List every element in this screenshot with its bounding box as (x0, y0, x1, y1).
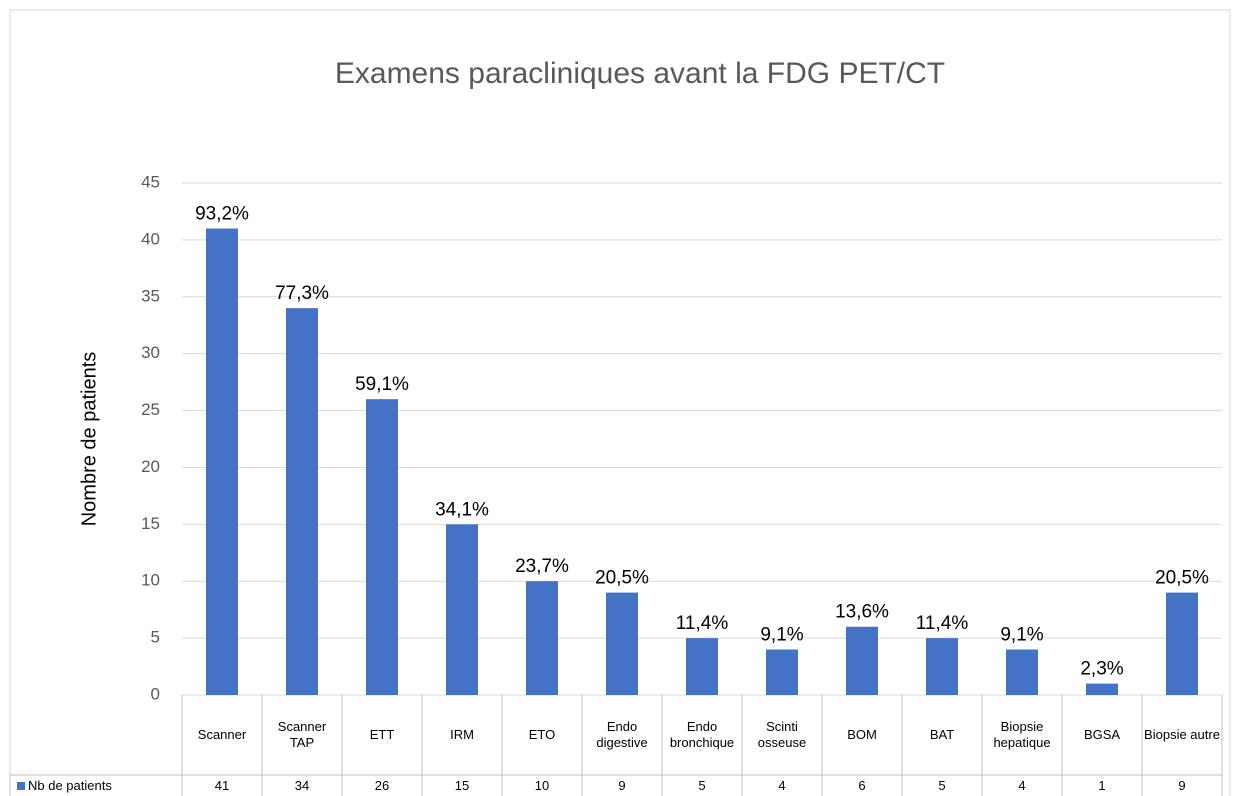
bar (846, 626, 878, 695)
data-label: 9,1% (760, 625, 803, 646)
x-tick-label: ETT (369, 727, 395, 742)
y-tick-label: 5 (151, 628, 160, 647)
bar (1086, 683, 1118, 695)
y-tick-label: 20 (141, 457, 160, 476)
x-tick-label: IRM (450, 727, 474, 742)
table-value: 41 (214, 777, 230, 793)
bar (366, 399, 398, 695)
data-label: 59,1% (355, 374, 409, 395)
table-value: 4 (1018, 777, 1026, 793)
table-value: 1 (1098, 777, 1106, 793)
table-value: 15 (454, 777, 470, 793)
bar (926, 638, 958, 695)
y-axis-label: Nombre de patients (78, 352, 100, 527)
bar (206, 228, 238, 695)
y-tick-label: 30 (141, 343, 160, 362)
x-tick-label: Endo digestive (596, 719, 648, 750)
data-label: 23,7% (515, 556, 569, 577)
table-value: 9 (618, 777, 626, 793)
data-label: 34,1% (435, 499, 489, 520)
y-tick-label: 0 (151, 684, 160, 703)
legend-label: Nb de patients (28, 777, 112, 793)
bar (766, 649, 798, 695)
table-value: 5 (938, 777, 946, 793)
x-tick-label: Scanner TAP (277, 719, 327, 750)
data-label: 9,1% (1000, 625, 1043, 646)
bar (286, 308, 318, 695)
legend-key (17, 782, 25, 790)
table-value: 5 (698, 777, 706, 793)
table-value: 34 (294, 777, 310, 793)
chart-border (9, 9, 1231, 796)
data-label: 93,2% (195, 204, 249, 225)
table-value: 9 (1178, 777, 1186, 793)
bar (1166, 592, 1198, 695)
data-label: 20,5% (1155, 568, 1209, 589)
table-value: 4 (778, 777, 786, 793)
x-tick-label: BGSA (1083, 727, 1121, 742)
table-value: 6 (858, 777, 866, 793)
x-tick-label: Scinti osseuse (757, 719, 807, 750)
y-tick-label: 35 (141, 286, 160, 305)
bar (446, 524, 478, 695)
x-tick-label: Endo bronchique (669, 719, 735, 750)
x-tick-label: Biopsie hepatique (993, 719, 1051, 750)
bar (606, 592, 638, 695)
data-label: 11,4% (676, 613, 729, 634)
y-tick-label: 40 (141, 229, 160, 248)
data-label: 11,4% (916, 613, 969, 634)
data-label: 2,3% (1080, 659, 1123, 680)
table-value: 26 (374, 777, 390, 793)
y-tick-label: 10 (141, 571, 160, 590)
bar (686, 638, 718, 695)
data-label: 77,3% (275, 283, 329, 304)
bar (526, 581, 558, 695)
x-tick-label: Scanner (197, 727, 247, 742)
x-tick-label: ETO (528, 727, 556, 742)
y-tick-label: 45 (141, 172, 160, 191)
bar (1006, 649, 1038, 695)
table-value: 10 (534, 777, 550, 793)
x-tick-label: BAT (929, 727, 955, 742)
data-label: 20,5% (595, 568, 649, 589)
data-label: 13,6% (835, 602, 889, 623)
x-tick-label: BOM (847, 727, 877, 742)
x-tick-label: Biopsie autre (1144, 727, 1220, 742)
y-tick-label: 15 (141, 514, 160, 533)
chart-title: Examens paracliniques avant la FDG PET/C… (335, 57, 945, 90)
y-tick-label: 25 (141, 400, 160, 419)
